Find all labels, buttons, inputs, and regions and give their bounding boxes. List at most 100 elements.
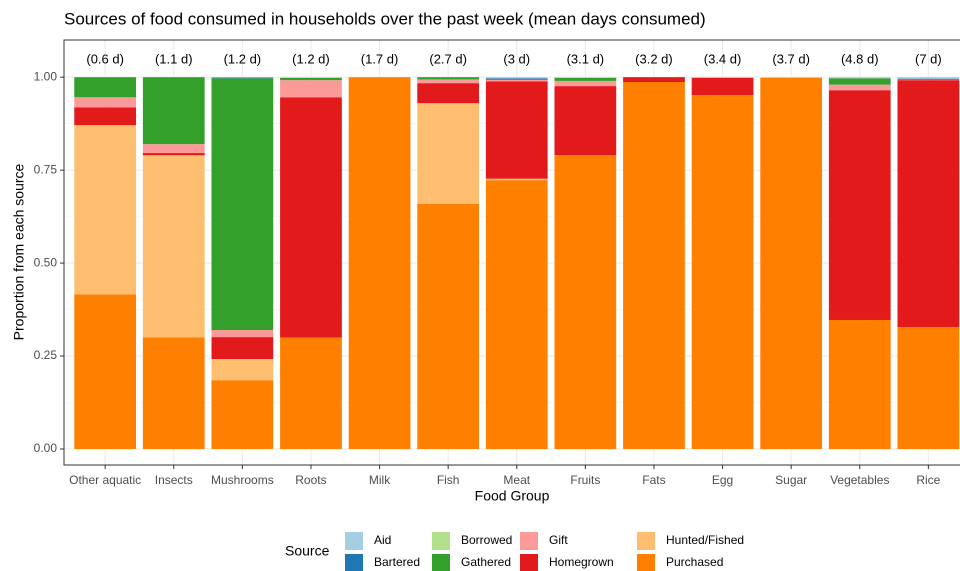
x-tick-label: Other aquatic [69, 473, 141, 487]
legend-label: Gift [549, 533, 568, 547]
x-tick-label: Fish [437, 473, 460, 487]
bar-segment [485, 81, 548, 179]
bar-segment [897, 80, 960, 328]
bar-segment [828, 77, 891, 79]
x-tick-label: Milk [369, 473, 391, 487]
bar-segment [485, 79, 548, 82]
bar-segment [74, 77, 137, 98]
bar-segment [691, 95, 754, 450]
legend-title: Source [285, 543, 330, 559]
x-tick-label: Rice [916, 473, 940, 487]
bar-annotation: (0.6 d) [86, 51, 124, 66]
bar-annotation: (7 d) [915, 51, 942, 66]
chart-title: Sources of food consumed in households o… [64, 9, 706, 28]
x-tick-label: Insects [155, 473, 193, 487]
bar-segment [554, 77, 617, 78]
y-axis-label: Proportion from each source [11, 163, 27, 340]
bar-annotation: (1.2 d) [292, 51, 330, 66]
legend-swatch [345, 532, 363, 550]
legend-swatch [637, 554, 655, 571]
bar-segment [828, 90, 891, 320]
bar-annotation: (3.4 d) [704, 51, 742, 66]
bar-segment [554, 86, 617, 156]
bar-segment [554, 77, 617, 81]
legend-label: Purchased [666, 555, 723, 569]
legend-swatch [432, 554, 450, 571]
bar-segment [280, 80, 342, 98]
legend-swatch [520, 554, 538, 571]
bar-segment [417, 79, 480, 84]
y-tick-label: 1.00 [34, 69, 58, 83]
bar-segment [897, 327, 960, 450]
legend-swatch [432, 532, 450, 550]
panel-border [63, 39, 960, 466]
legend-swatch [345, 554, 363, 571]
legend-label: Aid [374, 533, 391, 547]
y-tick-label: 0.25 [34, 348, 58, 362]
legend-label: Gathered [461, 555, 511, 569]
bar-segment [554, 80, 617, 87]
bar-annotation: (1.2 d) [224, 51, 262, 66]
bar-segment [554, 155, 617, 450]
y-tick-label: 0.00 [34, 441, 58, 455]
legend-swatch [637, 532, 655, 550]
bar-segment [142, 337, 205, 450]
bar-segment [211, 359, 274, 381]
x-tick-label: Meat [503, 473, 530, 487]
bar-segment [211, 78, 274, 331]
y-tick-label: 0.50 [34, 255, 58, 269]
x-axis-label: Food Group [475, 488, 550, 504]
legend-label: Homegrown [549, 555, 614, 569]
bar-segment [211, 330, 274, 338]
legend-label: Hunted/Fished [666, 533, 744, 547]
bar-segment [142, 144, 205, 154]
x-tick-label: Vegetables [830, 473, 889, 487]
x-tick-label: Mushrooms [211, 473, 274, 487]
x-tick-label: Egg [712, 473, 733, 487]
bar-segment [485, 180, 548, 450]
bar-segment [74, 97, 137, 108]
bar-segment [74, 107, 137, 126]
bar-annotation: (2.7 d) [429, 51, 467, 66]
bar-annotation: (3.1 d) [567, 51, 605, 66]
bar-segment [623, 82, 685, 450]
bar-segment [142, 155, 205, 338]
bar-segment [485, 178, 548, 181]
bar-segment [211, 77, 274, 79]
bar-segment [897, 78, 960, 80]
bar-segment [211, 380, 274, 450]
y-tick-label: 0.75 [34, 162, 58, 176]
bar-segment [142, 153, 205, 156]
bar-annotation: (4.8 d) [841, 51, 879, 66]
x-tick-label: Fruits [570, 473, 600, 487]
bar-segment [760, 77, 823, 78]
bar-annotation: (1.1 d) [155, 51, 193, 66]
legend-swatch [520, 532, 538, 550]
legend-label: Borrowed [461, 533, 512, 547]
bar-segment [348, 77, 411, 450]
bar-segment [897, 77, 960, 79]
bar-segment [485, 78, 548, 80]
bar-segment [417, 103, 480, 204]
x-tick-label: Sugar [775, 473, 807, 487]
bar-segment [760, 77, 823, 450]
bar-segment [280, 77, 342, 78]
bar-segment [74, 125, 137, 295]
bar-segment [417, 83, 480, 104]
bar-annotation: (3.2 d) [635, 51, 673, 66]
bar-segment [280, 337, 342, 450]
bar-segment [74, 294, 137, 450]
bar-segment [828, 78, 891, 85]
bar-segment [211, 337, 274, 360]
bar-segment [691, 77, 754, 78]
x-tick-label: Roots [295, 473, 326, 487]
bar-segment [828, 319, 891, 450]
bar-annotation: (3.7 d) [772, 51, 810, 66]
bar-annotation: (3 d) [503, 51, 530, 66]
bar-segment [417, 203, 480, 450]
bar-annotation: (1.7 d) [361, 51, 399, 66]
bar-segment [280, 77, 342, 81]
legend-label: Bartered [374, 555, 420, 569]
bar-segment [828, 84, 891, 91]
